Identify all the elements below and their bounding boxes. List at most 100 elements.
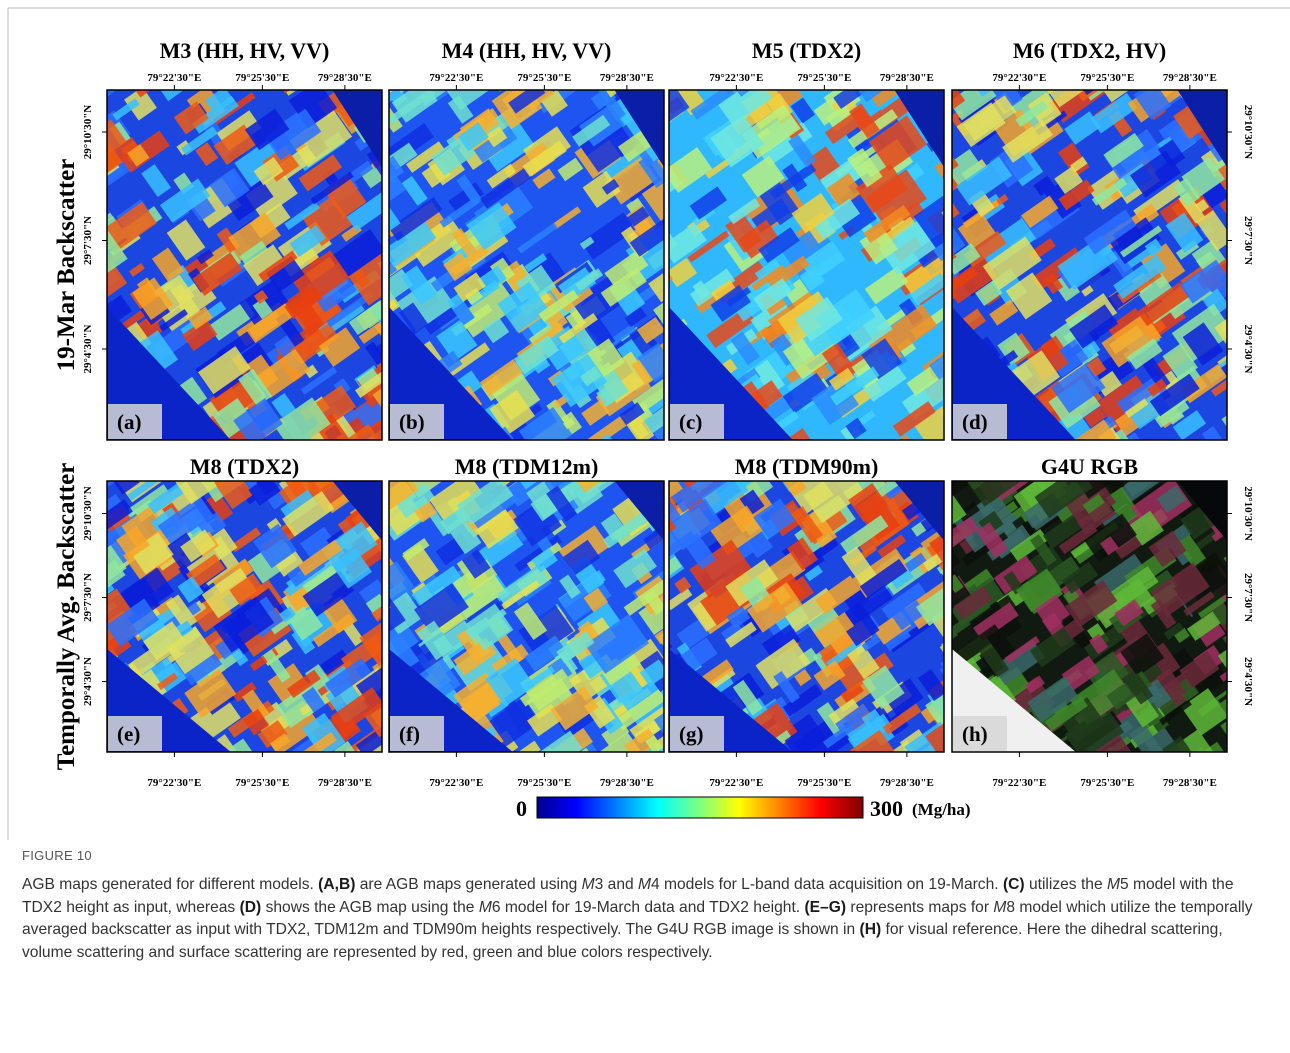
map-field [83, 546, 107, 567]
lon-tick-label: 79°25'30"E [517, 777, 571, 789]
caption-run: represents maps for [846, 899, 993, 916]
lon-tick-label: 79°28'30"E [1163, 72, 1217, 84]
caption-run: (E–G) [804, 899, 846, 916]
lat-tick-label: 29°4'30"N [82, 657, 94, 706]
panel-title: M5 (TDX2) [752, 38, 861, 63]
map-field [1120, 751, 1141, 773]
panel-title: M6 (TDX2, HV) [1013, 38, 1166, 63]
panel-letter: (h) [962, 722, 988, 746]
lon-tick-label: 79°25'30"E [1080, 72, 1134, 84]
panel-letter: (g) [679, 722, 704, 746]
map-field [1241, 392, 1284, 436]
figure: 19-Mar Backscatter Temporally Avg. Backsc… [0, 0, 1290, 840]
caption-run: AGB maps generated for different models. [22, 876, 318, 893]
lon-tick-label: 79°25'30"E [517, 72, 571, 84]
lon-tick-label: 79°22'30"E [709, 72, 763, 84]
panel-title: M8 (TDM90m) [735, 454, 879, 479]
lat-tick-label: 29°7'30"N [82, 573, 94, 622]
lat-tick-label: 29°7'30"N [1242, 573, 1254, 622]
lon-tick-label: 79°22'30"E [992, 72, 1046, 84]
map-field [1225, 155, 1241, 170]
caption-run: M [479, 899, 492, 916]
map-field [569, 748, 603, 785]
caption-run: M [638, 876, 651, 893]
map-field [338, 442, 390, 485]
panel-title: M8 (TDM12m) [455, 454, 599, 479]
panel-title: M3 (HH, HV, VV) [160, 38, 330, 63]
caption-run: utilizes the [1025, 876, 1107, 893]
lon-tick-label: 79°22'30"E [147, 72, 201, 84]
map-field [67, 407, 93, 430]
colorbar-min: 0 [516, 796, 527, 821]
lon-tick-label: 79°25'30"E [797, 72, 851, 84]
map-field [84, 43, 141, 97]
map-field [920, 454, 945, 475]
map-field [1176, 459, 1190, 472]
lon-tick-label: 79°22'30"E [429, 72, 483, 84]
caption-label: FIGURE 10 [22, 848, 92, 863]
lon-tick-label: 79°28'30"E [318, 72, 372, 84]
page: {"figure": { "row_labels": ["19-Mar Back… [0, 0, 1290, 1053]
map-field [80, 712, 106, 737]
panel-title: M4 (HH, HV, VV) [442, 38, 612, 63]
map-field [1205, 456, 1221, 471]
row-label: Temporally Avg. Backscatter [53, 463, 80, 771]
map-field [68, 56, 96, 80]
caption-run: are AGB maps generated using [355, 876, 581, 893]
lat-tick-label: 29°10'30"N [82, 105, 94, 160]
lat-tick-label: 29°4'30"N [1242, 657, 1254, 706]
lon-tick-label: 79°28'30"E [1163, 777, 1217, 789]
lat-tick-label: 29°10'30"N [1242, 105, 1254, 160]
panel-letter: (e) [117, 722, 140, 746]
map-field [1227, 379, 1282, 432]
map-field [376, 61, 399, 85]
caption-run: 3 and [595, 876, 638, 893]
map-field [771, 61, 798, 83]
lon-tick-label: 79°25'30"E [235, 777, 289, 789]
map-field [1227, 451, 1256, 474]
map-field [84, 548, 107, 570]
lat-tick-label: 29°4'30"N [82, 324, 94, 373]
panel-title: G4U RGB [1041, 454, 1139, 479]
caption-run: M [993, 899, 1006, 916]
map-field [937, 45, 990, 95]
panel-letter: (b) [399, 410, 425, 434]
map-field [684, 437, 710, 464]
map-field [1001, 452, 1020, 469]
map-field [1243, 447, 1290, 487]
lon-tick-label: 79°22'30"E [147, 777, 201, 789]
map-field [76, 381, 96, 400]
lon-tick-label: 79°22'30"E [709, 777, 763, 789]
caption: AGB maps generated for different models.… [22, 874, 1267, 964]
map-field [951, 58, 991, 93]
colorbar [537, 797, 863, 818]
colorbar-unit: (Mg/ha) [912, 800, 971, 819]
map-field [197, 59, 230, 90]
caption-run: M [582, 876, 595, 893]
lon-tick-label: 79°25'30"E [1080, 777, 1134, 789]
caption-run: (A,B) [318, 876, 355, 893]
lon-tick-label: 79°25'30"E [235, 72, 289, 84]
lon-tick-label: 79°28'30"E [880, 72, 934, 84]
lon-tick-label: 79°25'30"E [797, 777, 851, 789]
lon-tick-label: 79°28'30"E [880, 777, 934, 789]
lon-tick-label: 79°28'30"E [600, 72, 654, 84]
map-field [100, 464, 116, 479]
lon-tick-label: 79°28'30"E [318, 777, 372, 789]
panel-letter: (f) [399, 722, 420, 746]
panel-letter: (d) [962, 410, 988, 434]
caption-run: 6 model for 19-March data and TDX2 heigh… [492, 899, 805, 916]
caption-run: shows the AGB map using the [261, 899, 479, 916]
lat-tick-label: 29°4'30"N [1242, 324, 1254, 373]
lat-tick-label: 29°7'30"N [1242, 216, 1254, 265]
map-field [1231, 711, 1269, 741]
map-field [164, 441, 179, 455]
caption-run: (H) [860, 921, 882, 938]
map-field [1192, 452, 1223, 482]
row-label: 19-Mar Backscatter [53, 159, 80, 372]
colorbar-max: 300 [870, 796, 903, 821]
map-field [906, 47, 961, 94]
map-field [77, 93, 93, 107]
caption-run: 4 models for L-band data acquisition on … [651, 876, 1003, 893]
panel-letter: (c) [679, 410, 702, 434]
